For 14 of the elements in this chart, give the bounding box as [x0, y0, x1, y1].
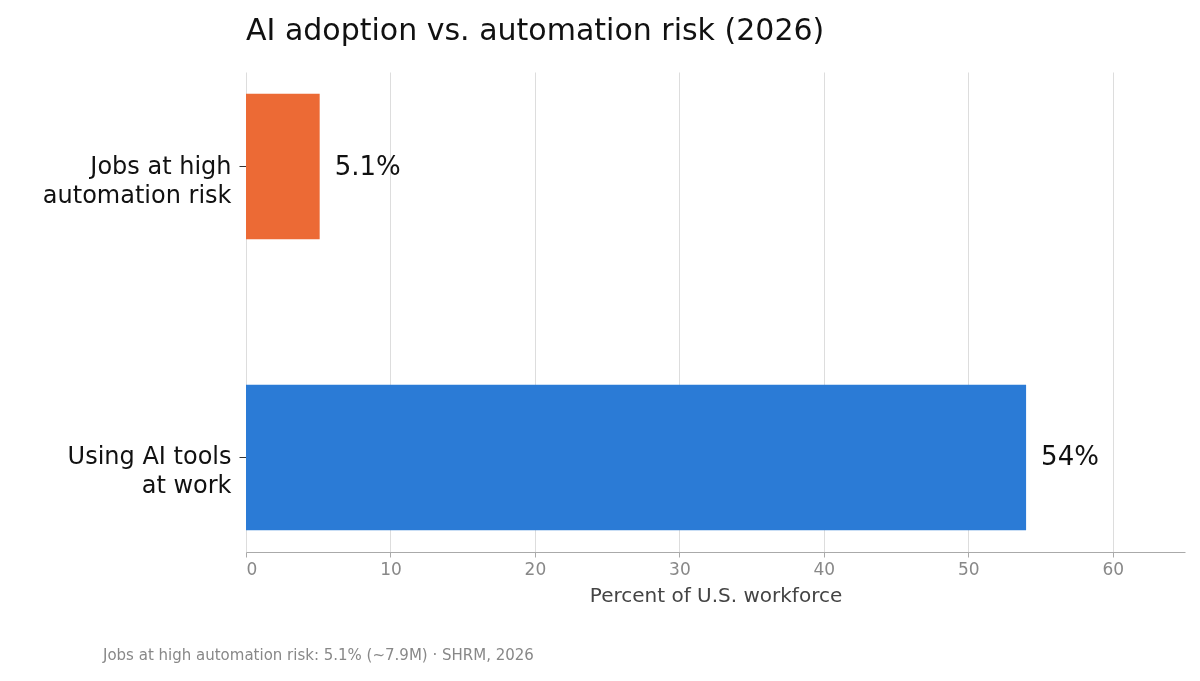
data-label: 5.1% — [334, 150, 401, 181]
x-axis-title: Percent of U.S. workforce — [589, 582, 843, 607]
x-tick-label: 10 — [380, 558, 402, 579]
x-tick-label: 20 — [524, 558, 547, 579]
chart-title: AI adoption vs. automation risk (2026) — [246, 12, 825, 47]
x-tick-label: 0 — [246, 558, 258, 579]
y-tick-label: Using AI tools at work — [67, 442, 232, 500]
x-tick-label: 40 — [813, 558, 836, 579]
x-tick-label: 60 — [1102, 558, 1125, 579]
y-tick-label: Jobs at high automation risk — [42, 151, 232, 209]
x-tick-label: 50 — [957, 558, 980, 579]
x-tick-label: 30 — [669, 558, 691, 579]
data-label: 54% — [1041, 441, 1099, 472]
text: Jobs at high automation risk: 5.1% (~7.9M) · SHRM, 2026 — [103, 646, 534, 664]
